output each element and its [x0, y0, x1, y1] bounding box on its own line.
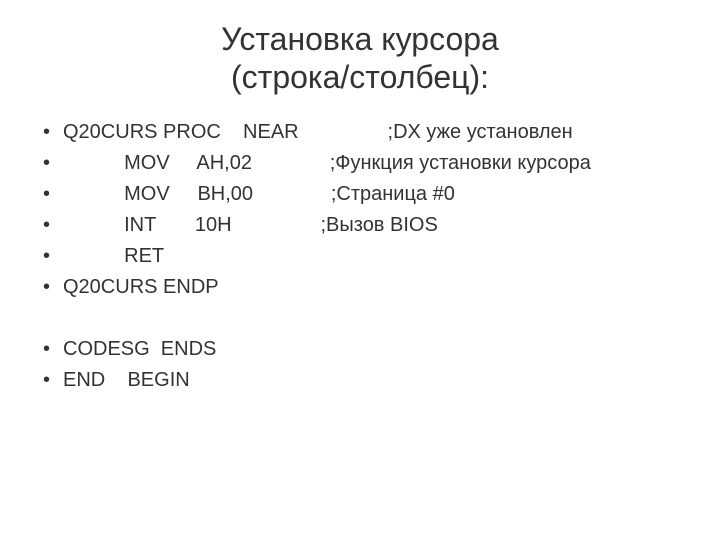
code-line: Q20CURS PROC NEAR ;DX уже установлен [35, 117, 690, 148]
title-line-2: (строка/столбец): [231, 59, 489, 95]
slide-title: Установка курсора (строка/столбец): [30, 20, 690, 97]
code-line: RET [35, 241, 690, 272]
code-line: CODESG ENDS [35, 334, 690, 365]
title-line-1: Установка курсора [221, 21, 499, 57]
code-line: INT 10H ;Вызов BIOS [35, 210, 690, 241]
code-line: MOV AH,02 ;Функция установки курсора [35, 148, 690, 179]
code-list: Q20CURS PROC NEAR ;DX уже установлен MOV… [35, 117, 690, 396]
blank-line [35, 303, 690, 334]
code-line: Q20CURS ENDP [35, 272, 690, 303]
slide-content: Q20CURS PROC NEAR ;DX уже установлен MOV… [30, 117, 690, 396]
code-line: END BEGIN [35, 365, 690, 396]
code-line: MOV BH,00 ;Страница #0 [35, 179, 690, 210]
